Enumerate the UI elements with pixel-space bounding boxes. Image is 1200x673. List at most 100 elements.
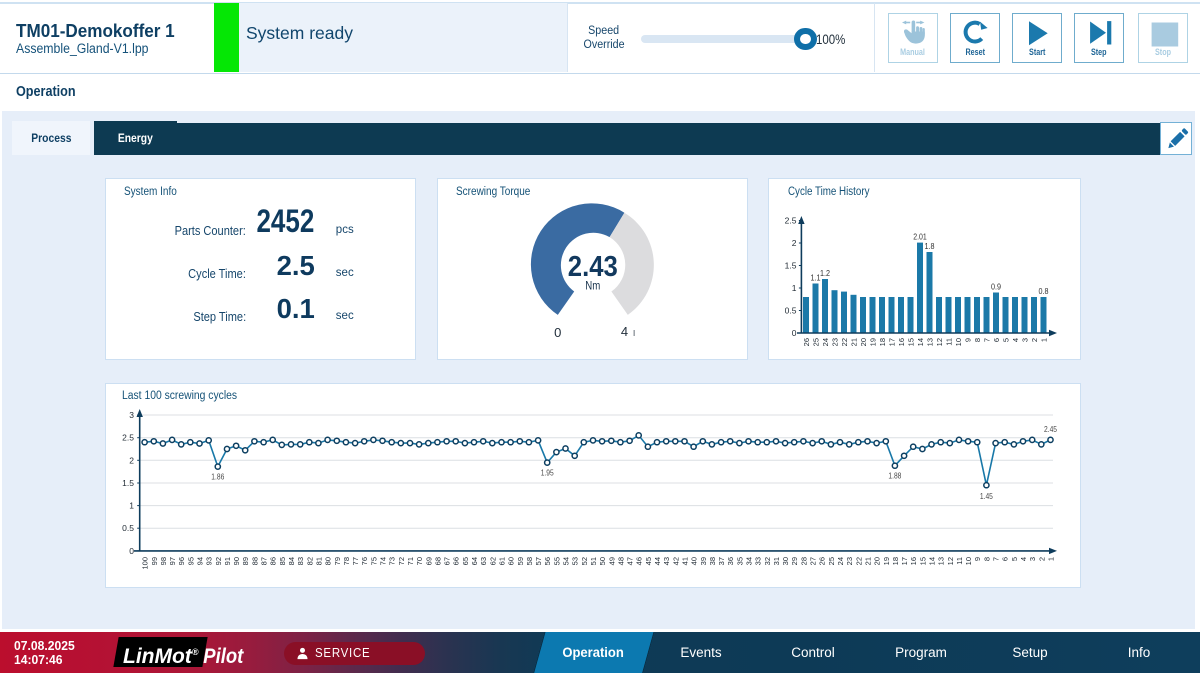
- svg-text:37: 37: [717, 557, 726, 565]
- svg-text:64: 64: [470, 557, 479, 565]
- svg-text:3: 3: [1021, 338, 1030, 342]
- svg-text:87: 87: [259, 557, 268, 565]
- svg-text:28: 28: [799, 557, 808, 565]
- svg-text:17: 17: [900, 557, 909, 565]
- svg-text:0.5: 0.5: [122, 523, 134, 533]
- svg-text:1.95: 1.95: [540, 468, 553, 477]
- svg-text:25: 25: [827, 557, 836, 565]
- svg-text:3: 3: [129, 410, 134, 420]
- svg-text:90: 90: [232, 557, 241, 565]
- svg-text:14: 14: [927, 557, 936, 565]
- svg-text:9: 9: [964, 338, 973, 342]
- svg-text:0: 0: [129, 545, 134, 555]
- svg-text:16: 16: [897, 338, 906, 346]
- svg-text:72: 72: [397, 557, 406, 565]
- svg-text:51: 51: [589, 557, 598, 565]
- svg-text:23: 23: [845, 557, 854, 565]
- svg-text:2.5: 2.5: [122, 432, 134, 442]
- svg-text:42: 42: [671, 557, 680, 565]
- svg-text:20: 20: [859, 338, 868, 346]
- svg-text:26: 26: [802, 338, 811, 346]
- svg-text:1.88: 1.88: [888, 471, 901, 480]
- svg-text:16: 16: [909, 557, 918, 565]
- svg-text:1.2: 1.2: [820, 269, 830, 278]
- svg-text:2: 2: [1037, 557, 1046, 561]
- svg-text:46: 46: [634, 557, 643, 565]
- svg-text:41: 41: [680, 557, 689, 565]
- svg-text:88: 88: [250, 557, 259, 565]
- svg-text:47: 47: [625, 557, 634, 565]
- svg-text:40: 40: [689, 557, 698, 565]
- svg-text:21: 21: [850, 338, 859, 346]
- svg-text:1.5: 1.5: [785, 260, 797, 270]
- svg-text:19: 19: [869, 338, 878, 346]
- svg-text:2.45: 2.45: [1044, 424, 1057, 433]
- svg-text:18: 18: [878, 338, 887, 346]
- svg-text:43: 43: [662, 557, 671, 565]
- svg-text:74: 74: [378, 557, 387, 565]
- svg-text:6: 6: [1000, 557, 1009, 561]
- svg-text:66: 66: [451, 557, 460, 565]
- svg-text:38: 38: [708, 557, 717, 565]
- svg-text:94: 94: [195, 557, 204, 565]
- svg-text:5: 5: [1002, 338, 1011, 342]
- svg-text:15: 15: [918, 557, 927, 565]
- svg-text:1.86: 1.86: [211, 472, 224, 481]
- svg-text:45: 45: [644, 557, 653, 565]
- svg-text:0: 0: [792, 328, 797, 338]
- svg-text:2: 2: [1030, 338, 1039, 342]
- svg-text:Nm: Nm: [585, 278, 600, 292]
- svg-text:77: 77: [351, 557, 360, 565]
- svg-text:24: 24: [821, 338, 830, 346]
- svg-text:59: 59: [516, 557, 525, 565]
- svg-text:76: 76: [360, 557, 369, 565]
- svg-text:27: 27: [808, 557, 817, 565]
- svg-text:3: 3: [1028, 557, 1037, 561]
- svg-text:0.5: 0.5: [785, 305, 797, 315]
- svg-text:62: 62: [488, 557, 497, 565]
- svg-text:55: 55: [552, 557, 561, 565]
- svg-text:31: 31: [772, 557, 781, 565]
- svg-text:65: 65: [461, 557, 470, 565]
- svg-text:4: 4: [1011, 338, 1020, 342]
- svg-text:17: 17: [888, 338, 897, 346]
- svg-text:13: 13: [926, 338, 935, 346]
- svg-text:18: 18: [891, 557, 900, 565]
- svg-text:12: 12: [935, 338, 944, 346]
- svg-text:97: 97: [168, 557, 177, 565]
- svg-text:13: 13: [936, 557, 945, 565]
- svg-text:95: 95: [186, 557, 195, 565]
- svg-text:33: 33: [753, 557, 762, 565]
- svg-text:52: 52: [580, 557, 589, 565]
- svg-text:60: 60: [506, 557, 515, 565]
- svg-text:7: 7: [983, 338, 992, 342]
- svg-text:2: 2: [792, 238, 797, 248]
- svg-text:14: 14: [916, 338, 925, 346]
- svg-text:2.5: 2.5: [785, 215, 797, 225]
- svg-text:15: 15: [907, 338, 916, 346]
- svg-text:99: 99: [150, 557, 159, 565]
- svg-text:30: 30: [781, 557, 790, 565]
- svg-text:82: 82: [305, 557, 314, 565]
- svg-text:56: 56: [543, 557, 552, 565]
- svg-text:32: 32: [763, 557, 772, 565]
- svg-text:54: 54: [561, 557, 570, 565]
- svg-text:85: 85: [278, 557, 287, 565]
- svg-text:34: 34: [744, 557, 753, 565]
- svg-text:92: 92: [214, 557, 223, 565]
- svg-text:0.8: 0.8: [1039, 287, 1049, 296]
- svg-text:26: 26: [817, 557, 826, 565]
- svg-text:1.45: 1.45: [980, 492, 993, 501]
- svg-text:84: 84: [287, 557, 296, 565]
- svg-text:35: 35: [735, 557, 744, 565]
- svg-text:7: 7: [991, 557, 1000, 561]
- svg-text:73: 73: [387, 557, 396, 565]
- svg-text:81: 81: [314, 557, 323, 565]
- svg-text:5: 5: [1010, 557, 1019, 561]
- svg-text:39: 39: [699, 557, 708, 565]
- svg-text:36: 36: [726, 557, 735, 565]
- svg-text:11: 11: [945, 338, 954, 346]
- svg-text:49: 49: [607, 557, 616, 565]
- svg-text:11: 11: [955, 557, 964, 565]
- svg-text:80: 80: [323, 557, 332, 565]
